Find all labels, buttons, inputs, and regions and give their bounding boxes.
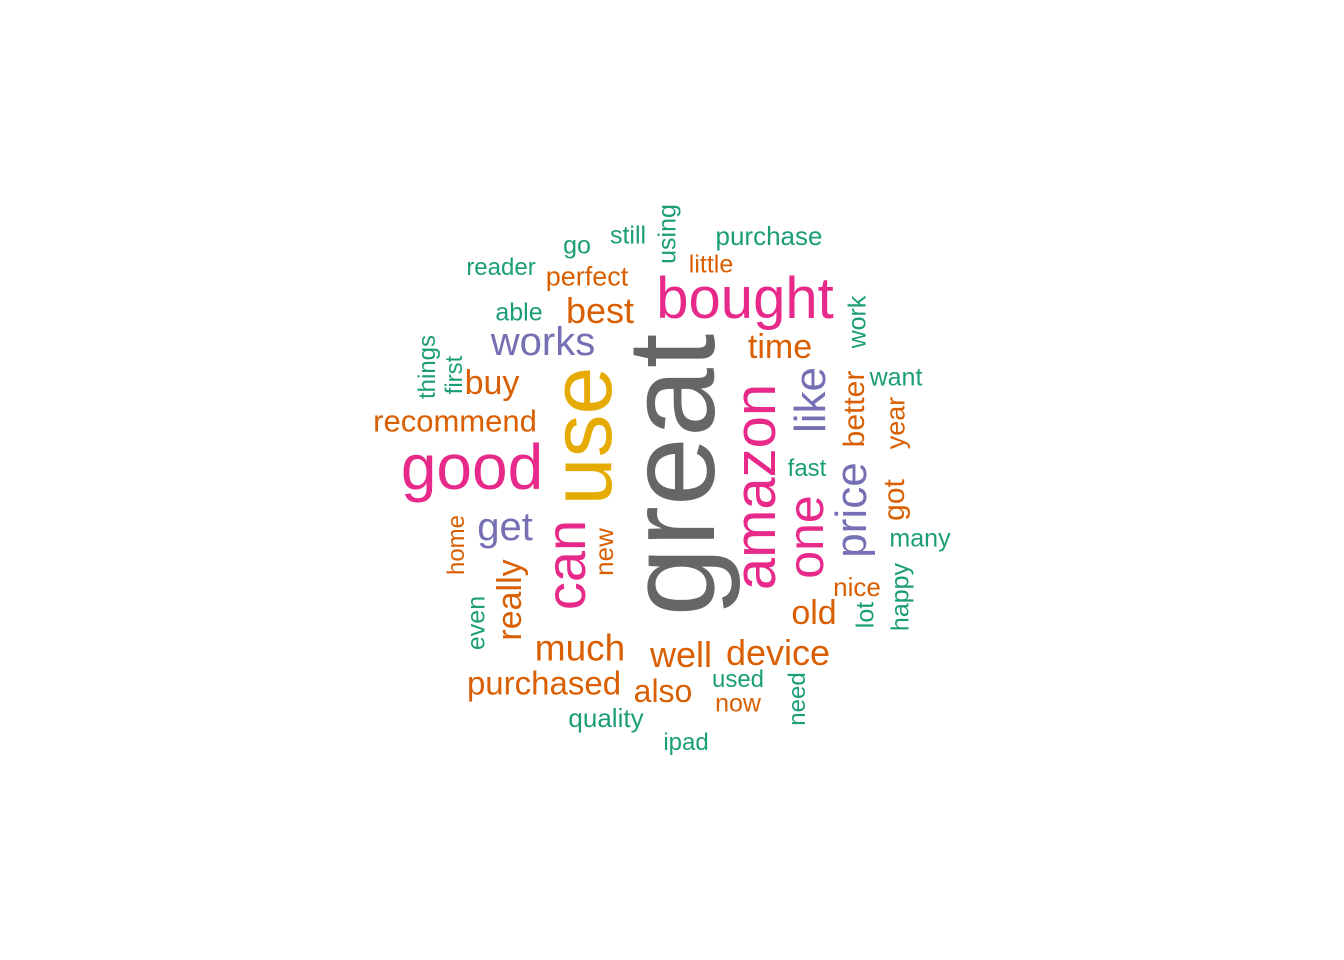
word-reader: reader bbox=[466, 254, 536, 281]
word-ipad: ipad bbox=[663, 729, 709, 756]
word-use: use bbox=[534, 366, 630, 506]
word-purchase: purchase bbox=[715, 221, 823, 251]
word-purchased: purchased bbox=[466, 664, 622, 702]
word-using: using bbox=[653, 204, 682, 264]
word-better: better bbox=[838, 370, 871, 448]
word-bought: bought bbox=[656, 266, 834, 331]
word-want: want bbox=[869, 363, 923, 392]
word-still: still bbox=[609, 221, 647, 250]
word-work: work bbox=[843, 295, 872, 349]
word-can: can bbox=[534, 519, 597, 611]
word-time: time bbox=[747, 328, 813, 366]
word-many: many bbox=[889, 524, 951, 553]
word-things: things bbox=[414, 334, 441, 400]
word-got: got bbox=[878, 479, 911, 521]
word-price: price bbox=[827, 462, 876, 558]
word-good: good bbox=[400, 431, 544, 503]
word-perfect: perfect bbox=[545, 261, 629, 292]
word-device: device bbox=[725, 632, 831, 673]
word-home: home bbox=[443, 514, 470, 576]
word-recommend: recommend bbox=[373, 403, 537, 439]
word-amazon: amazon bbox=[723, 383, 788, 591]
word-new: new bbox=[589, 528, 619, 576]
word-nice: nice bbox=[833, 572, 881, 602]
word-works: works bbox=[490, 320, 596, 364]
word-even: even bbox=[462, 595, 491, 651]
word-also: also bbox=[633, 673, 693, 709]
word-happy: happy bbox=[886, 562, 915, 632]
word-year: year bbox=[880, 396, 911, 450]
word-go: go bbox=[563, 231, 591, 260]
word-buy: buy bbox=[464, 364, 520, 402]
word-like: like bbox=[786, 366, 835, 434]
word-used: used bbox=[711, 666, 765, 693]
word-really: really bbox=[491, 559, 529, 641]
word-get: get bbox=[477, 505, 533, 549]
word-little: little bbox=[688, 250, 734, 279]
word-lot: lot bbox=[851, 601, 880, 629]
word-much: much bbox=[534, 627, 626, 669]
word-need: need bbox=[784, 672, 811, 726]
word-quality: quality bbox=[568, 703, 644, 733]
word-old: old bbox=[791, 594, 837, 632]
word-best: best bbox=[565, 290, 635, 331]
word-well: well bbox=[649, 634, 713, 675]
word-able: able bbox=[495, 298, 543, 327]
word-one: one bbox=[778, 495, 834, 579]
word-now: now bbox=[715, 689, 761, 718]
word-first: first bbox=[441, 355, 468, 395]
word-fast: fast bbox=[787, 455, 827, 482]
